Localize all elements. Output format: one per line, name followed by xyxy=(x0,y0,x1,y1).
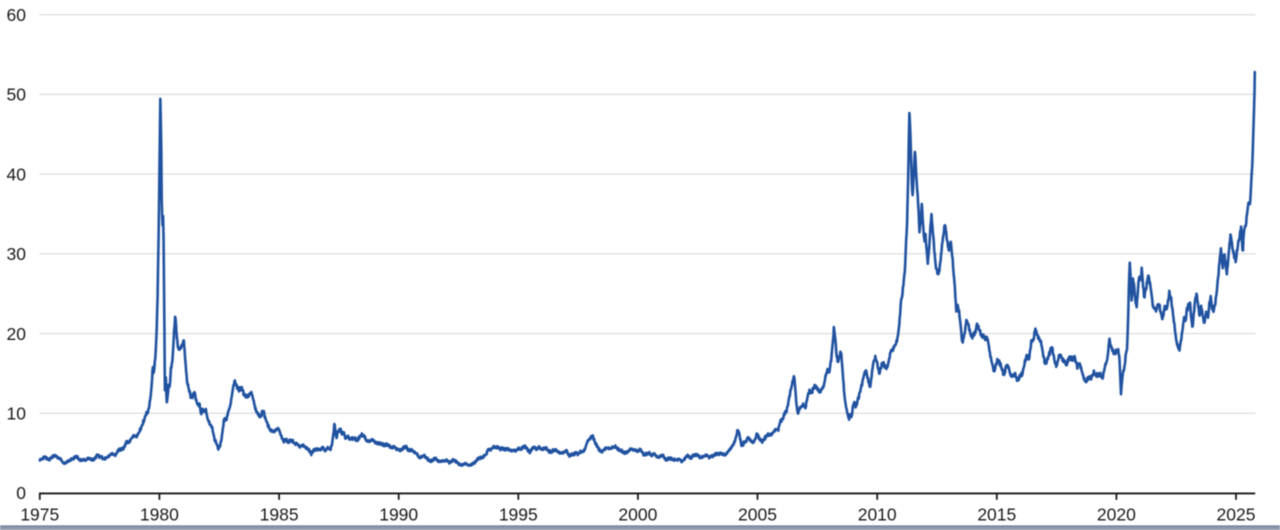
svg-text:1990: 1990 xyxy=(379,505,418,525)
svg-text:2020: 2020 xyxy=(1097,505,1136,525)
svg-text:0: 0 xyxy=(16,483,26,503)
svg-text:2010: 2010 xyxy=(858,505,897,525)
svg-text:1995: 1995 xyxy=(499,505,538,525)
svg-text:60: 60 xyxy=(7,5,27,25)
svg-text:40: 40 xyxy=(7,164,27,184)
svg-text:2015: 2015 xyxy=(977,505,1016,525)
svg-text:2025: 2025 xyxy=(1217,505,1256,525)
svg-text:30: 30 xyxy=(7,244,27,264)
svg-text:10: 10 xyxy=(7,404,27,424)
svg-text:1980: 1980 xyxy=(140,505,179,525)
svg-text:2000: 2000 xyxy=(618,505,657,525)
svg-text:1985: 1985 xyxy=(260,505,299,525)
svg-text:50: 50 xyxy=(7,85,27,105)
svg-text:20: 20 xyxy=(7,324,27,344)
svg-text:1975: 1975 xyxy=(20,505,59,525)
svg-text:2005: 2005 xyxy=(738,505,777,525)
